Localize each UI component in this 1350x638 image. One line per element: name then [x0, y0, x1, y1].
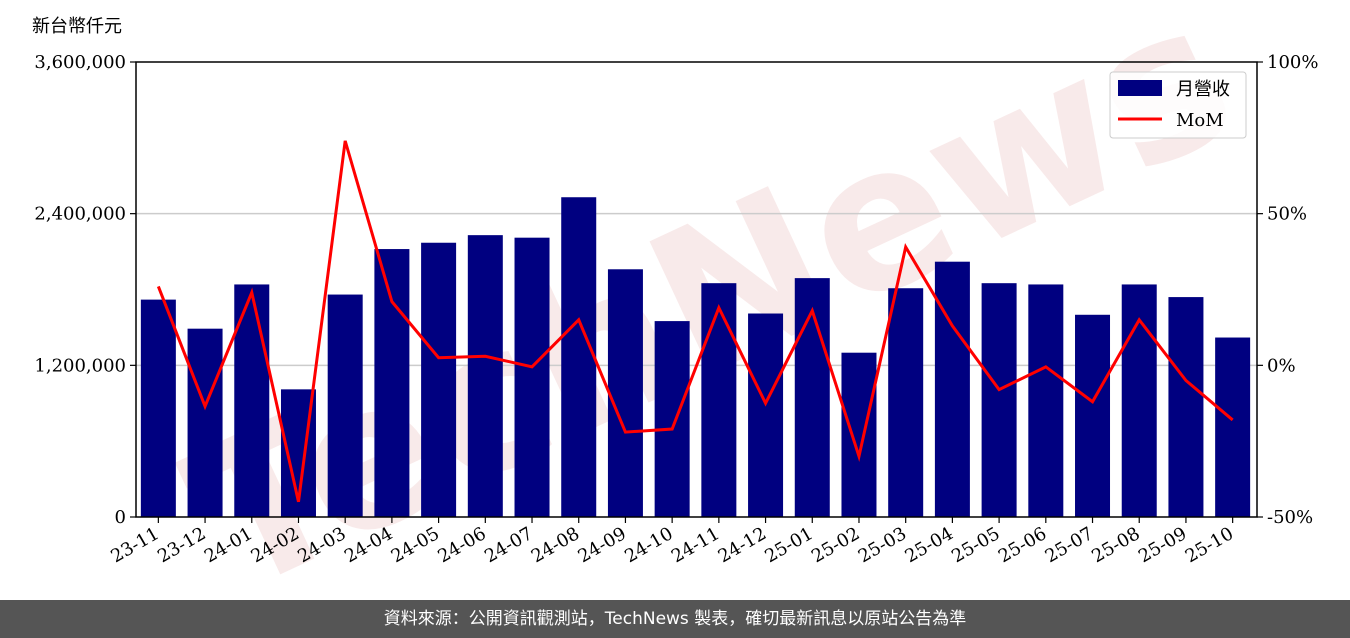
x-tick-label: 25-10 [1182, 523, 1237, 567]
bar-25-03 [888, 288, 924, 517]
x-tick-label: 25-05 [948, 523, 1003, 567]
bar-25-04 [934, 261, 970, 517]
x-tick-label: 25-08 [1088, 523, 1143, 567]
footer-source: 資料來源：公開資訊觀測站，TechNews 製表，確切最新訊息以原站公告為準 [0, 600, 1350, 638]
right-tick-label: 100% [1267, 52, 1318, 73]
bar-25-01 [794, 278, 830, 517]
right-tick-label: -50% [1267, 507, 1313, 528]
x-tick-label: 25-02 [808, 523, 863, 567]
bar-25-08 [1121, 284, 1157, 517]
bar-25-10 [1215, 337, 1251, 517]
x-tick-label: 24-12 [715, 523, 770, 567]
legend: 月營收 MoM [1109, 71, 1247, 139]
bar-24-11 [701, 283, 737, 517]
legend-label-mom: MoM [1176, 110, 1224, 131]
bar-25-07 [1075, 314, 1111, 517]
x-tick-label: 25-06 [995, 523, 1050, 567]
legend-swatch-bar [1118, 80, 1162, 96]
bar-25-09 [1168, 297, 1204, 517]
x-tick-label: 24-10 [621, 523, 676, 567]
x-tick-label: 25-03 [855, 523, 910, 567]
x-tick-label: 24-09 [574, 523, 629, 567]
bar-24-12 [748, 313, 784, 517]
x-tick-label: 24-08 [528, 523, 583, 567]
bar-24-05 [421, 242, 457, 517]
bar-24-08 [561, 197, 597, 517]
right-tick-label: 50% [1267, 204, 1307, 225]
x-tick-label: 25-07 [1042, 523, 1097, 567]
bar-23-11 [140, 299, 176, 517]
bar-24-07 [514, 237, 550, 518]
x-tick-label: 25-09 [1135, 523, 1190, 567]
left-axis: 0 1,200,000 2,400,000 3,600,000 [34, 52, 136, 528]
bar-24-04 [374, 249, 410, 518]
bar-25-05 [981, 283, 1017, 517]
plot-frame [135, 61, 1258, 518]
right-tick-label: 0% [1267, 355, 1296, 376]
x-tick-label: 25-04 [901, 523, 956, 567]
bar-24-03 [327, 294, 363, 517]
x-tick-label: 24-11 [668, 523, 723, 567]
bar-25-02 [841, 352, 877, 517]
bar-24-06 [467, 235, 503, 517]
right-axis: -50% 0% 50% 100% [1257, 52, 1318, 528]
bar-24-09 [607, 269, 643, 517]
bar-25-06 [1028, 284, 1064, 517]
left-tick-label: 0 [115, 507, 126, 528]
x-tick-label: 25-01 [761, 523, 816, 567]
x-tick-label: 23-12 [154, 523, 209, 567]
bar-23-12 [187, 328, 223, 517]
left-tick-label: 1,200,000 [34, 355, 126, 376]
bar-24-10 [654, 321, 690, 517]
x-tick-label: 23-11 [107, 523, 162, 567]
y-unit-label: 新台幣仟元 [32, 16, 122, 37]
mom-line [156, 140, 1234, 503]
legend-label-revenue: 月營收 [1176, 79, 1230, 100]
left-tick-label: 2,400,000 [34, 204, 126, 225]
left-tick-label: 3,600,000 [34, 52, 126, 73]
